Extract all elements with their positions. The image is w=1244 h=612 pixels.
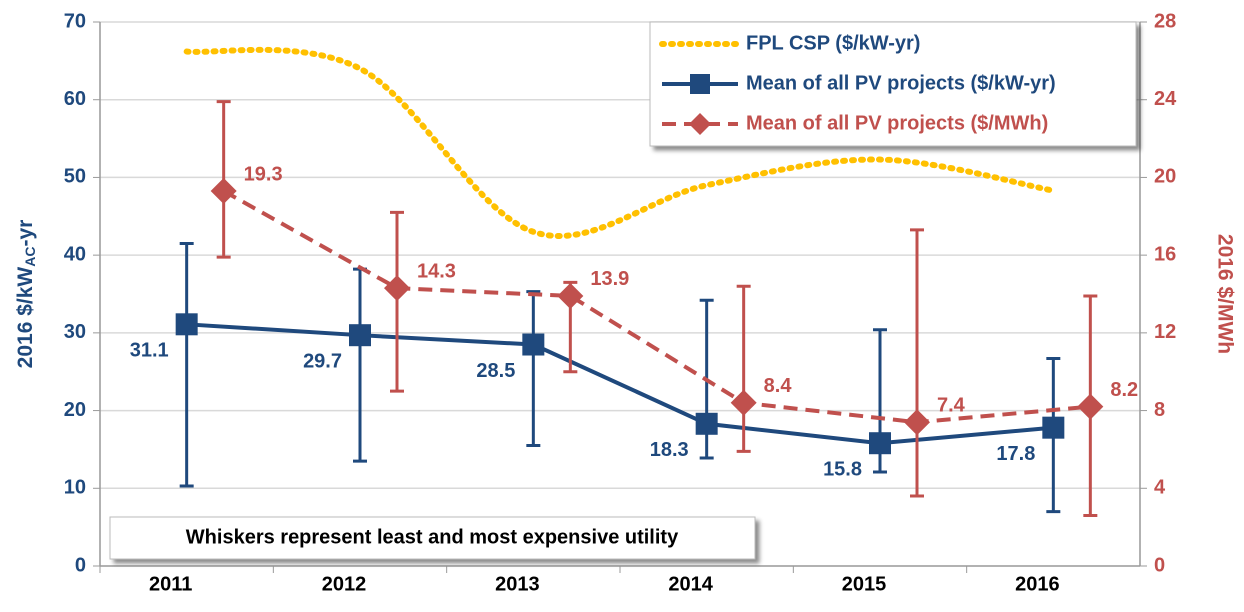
y-label-main: 2016 $/kW [14, 267, 37, 369]
x-tick-label: 2016 [1015, 573, 1060, 595]
annotation-box [109, 516, 756, 560]
error-bar [910, 228, 924, 498]
y-tick-label: 50 [64, 166, 86, 188]
data-label: 14.3 [417, 260, 456, 282]
y2-tick-label: 12 [1154, 321, 1176, 343]
y-tick-label: 20 [64, 399, 86, 421]
legend-label: Mean of all PV projects ($/MWh) [746, 112, 1048, 134]
data-label: 18.3 [650, 439, 689, 461]
annotation: Whiskers represent least and most expens… [109, 516, 756, 560]
y-tick-label: 10 [64, 477, 86, 499]
data-point [349, 324, 371, 347]
legend: FPL CSP ($/kW-yr) Mean of all PV projects… [649, 21, 1137, 147]
legend-label: Mean of all PV projects ($/kW-yr) [746, 72, 1056, 94]
x-tick-label: 2014 [668, 573, 713, 595]
error-bar [526, 290, 541, 448]
data-label: 19.3 [244, 163, 283, 185]
data-point [522, 333, 545, 356]
data-label: 13.9 [590, 268, 629, 290]
data-point [175, 313, 198, 336]
data-label: 29.7 [303, 350, 342, 372]
y-tick-label: 0 [75, 554, 86, 576]
y2-axis-label: 2016 $/MWh [1213, 234, 1236, 354]
legend-marker [689, 113, 711, 135]
y2-tick-label: 8 [1154, 399, 1165, 421]
data-point [869, 432, 891, 455]
series-line [183, 46, 1057, 239]
y2-tick-label: 20 [1154, 166, 1176, 188]
annotation-text: Whiskers represent least and most expens… [186, 526, 679, 548]
y-tick-label: 30 [64, 321, 86, 343]
legend-marker [690, 74, 710, 94]
y2-tick-label: 4 [1154, 477, 1166, 499]
data-label: 7.4 [937, 395, 966, 417]
data-point [384, 275, 410, 302]
series-line [222, 189, 1091, 425]
y-label-suffix: -yr [14, 220, 37, 247]
data-label: 8.2 [1110, 379, 1138, 401]
y-label-sub: AC [22, 247, 38, 267]
y-axis-label: 2016 $/kWAC-yr [14, 220, 38, 369]
data-label: 8.4 [764, 375, 793, 397]
data-point [210, 178, 237, 205]
data-point [1042, 416, 1065, 439]
x-tick-label: 2015 [842, 573, 887, 595]
y-tick-label: 40 [64, 243, 86, 265]
legend-label: FPL CSP ($/kW-yr) [746, 32, 920, 54]
data-point [557, 282, 584, 309]
error-bar [390, 210, 404, 393]
error-bar [179, 241, 194, 488]
y2-tick-label: 16 [1154, 243, 1176, 265]
data-point [904, 409, 930, 436]
data-label: 15.8 [823, 458, 862, 480]
y-tick-label: 70 [64, 10, 86, 32]
data-label: 31.1 [130, 340, 169, 362]
x-tick-label: 2013 [495, 573, 540, 595]
y2-tick-label: 0 [1154, 554, 1165, 576]
x-tick-label: 2012 [322, 573, 367, 595]
series-line [186, 322, 1054, 446]
error-bar [353, 267, 367, 463]
data-point [730, 389, 757, 416]
y-tick-label: 60 [64, 88, 86, 110]
data-label: 17.8 [996, 443, 1035, 465]
data-label: 28.5 [476, 360, 515, 382]
y2-tick-label: 24 [1154, 88, 1177, 110]
x-tick-label: 2011 [149, 573, 192, 595]
data-point [695, 412, 718, 435]
data-point [1077, 393, 1104, 420]
error-bar [736, 284, 751, 453]
y2-tick-label: 28 [1154, 10, 1176, 32]
